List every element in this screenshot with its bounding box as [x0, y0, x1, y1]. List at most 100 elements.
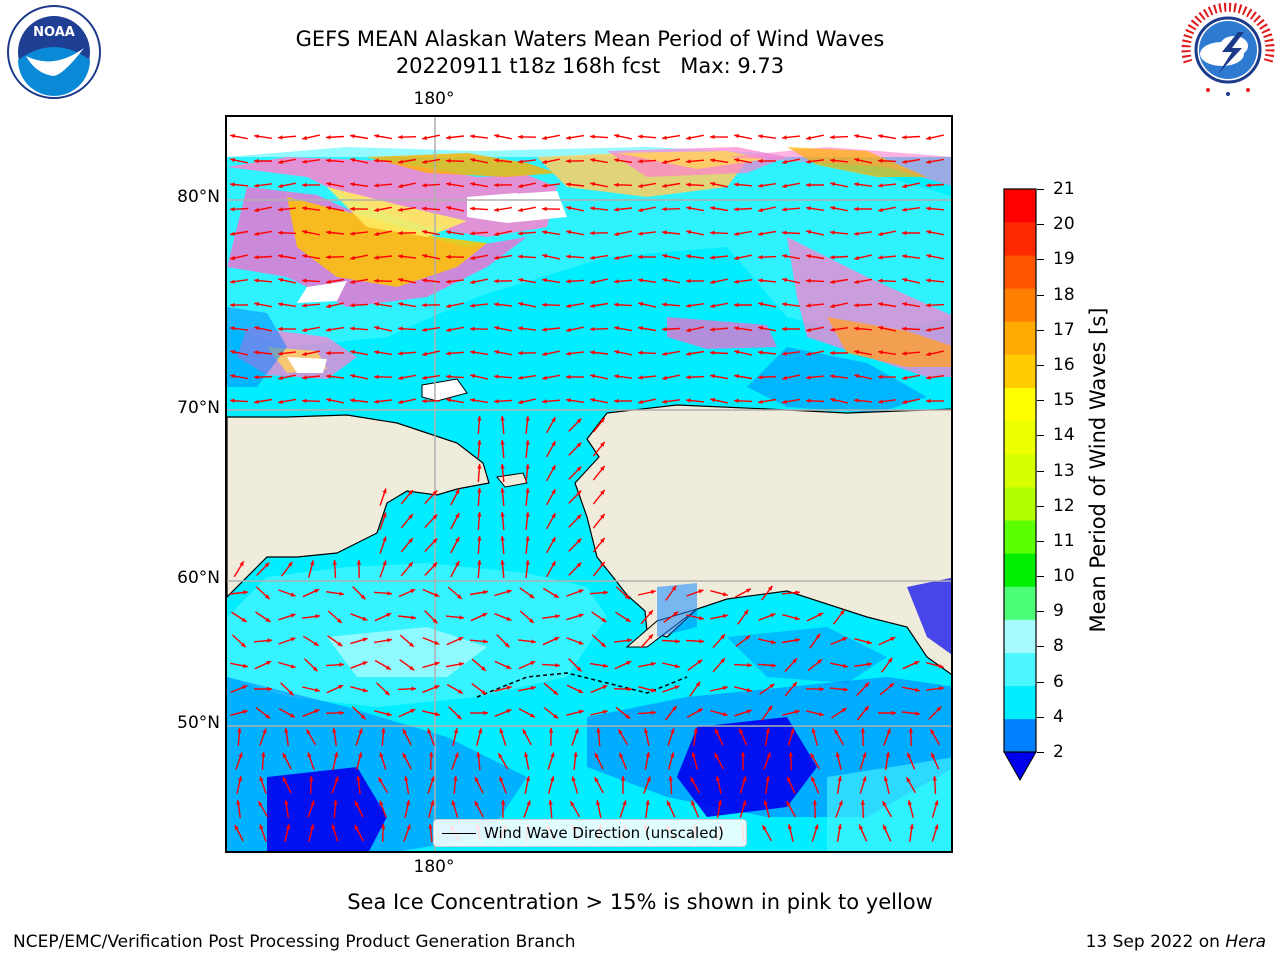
- wind-wave-arrowhead: [603, 590, 608, 595]
- wind-wave-arrowhead: [374, 207, 379, 212]
- wind-wave-arrowhead: [422, 398, 427, 404]
- wind-wave-arrowhead: [475, 776, 479, 782]
- wind-wave-arrowhead: [382, 512, 387, 518]
- wind-wave-arrowhead: [883, 776, 889, 782]
- wind-wave-arrowhead: [723, 614, 728, 619]
- wind-wave-arrowhead: [254, 134, 259, 139]
- wind-wave-arrowhead: [470, 279, 475, 284]
- wind-wave-arrowhead: [350, 255, 355, 260]
- wind-wave-arrowhead: [926, 135, 931, 141]
- colorbar-segment: [1004, 420, 1036, 455]
- wind-wave-arrowhead: [265, 617, 271, 622]
- wind-wave-arrowhead: [782, 207, 787, 212]
- wind-wave-arrowhead: [302, 327, 307, 332]
- wind-wave-arrowhead: [470, 303, 475, 308]
- colorbar-tick-label: 14: [1053, 425, 1075, 446]
- wind-wave-arrowhead: [551, 489, 556, 495]
- wind-wave-arrowhead: [350, 374, 355, 379]
- wind-wave-arrowhead: [915, 687, 920, 692]
- wind-wave-arrowhead: [806, 303, 811, 308]
- wind-wave-arrowhead: [620, 776, 626, 781]
- wind-wave-arrowhead: [385, 665, 391, 670]
- wind-wave-arrowhead: [455, 513, 460, 518]
- wind-wave-arrowhead: [667, 800, 672, 806]
- wind-wave-arrowhead: [434, 592, 440, 597]
- wind-wave-arrowhead: [339, 591, 344, 596]
- wind-wave-arrowhead: [686, 159, 691, 164]
- wind-wave-arrowhead: [326, 182, 331, 187]
- wind-wave-arrowhead: [722, 592, 728, 597]
- wind-wave-arrowhead: [326, 135, 331, 140]
- wind-wave-arrowhead: [506, 616, 512, 621]
- wind-wave-arrowhead: [446, 279, 451, 284]
- wind-wave-arrowhead: [674, 663, 680, 669]
- wind-wave-arrowhead: [600, 489, 605, 495]
- wind-wave-arrowhead: [830, 230, 835, 235]
- wind-wave-arrowhead: [590, 206, 595, 211]
- wind-wave-arrowhead: [264, 594, 270, 600]
- wind-wave-arrowhead: [638, 231, 643, 236]
- wind-wave-arrowhead: [792, 682, 797, 687]
- wind-wave-arrowhead: [902, 254, 907, 259]
- wind-wave-arrowhead: [278, 183, 283, 188]
- footer-date: 13 Sep 2022 on Hera: [1086, 932, 1266, 952]
- lat-label-80n: 80°N: [177, 187, 220, 207]
- wind-wave-arrowhead: [434, 640, 440, 645]
- wind-wave-arrowhead: [454, 752, 459, 758]
- wind-wave-arrowhead: [734, 231, 739, 236]
- wind-wave-arrowhead: [782, 254, 787, 259]
- wind-wave-arrowhead: [854, 182, 859, 187]
- wind-wave-arrowhead: [734, 182, 739, 187]
- wind-wave-arrowhead: [555, 614, 560, 619]
- wind-wave-arrowhead: [360, 594, 366, 600]
- wind-wave-arrowhead: [782, 351, 787, 356]
- wind-wave-arrowhead: [500, 512, 505, 517]
- wind-wave-arrowhead: [254, 326, 259, 331]
- wind-wave-arrowhead: [406, 824, 411, 830]
- wind-wave-arrowhead: [350, 182, 355, 187]
- wind-wave-arrowhead: [337, 641, 343, 647]
- wind-wave-arrowhead: [668, 776, 673, 781]
- wind-wave-arrowhead: [518, 302, 523, 307]
- wind-wave-arrowhead: [590, 398, 595, 403]
- nws-logo-icon: [1181, 2, 1275, 96]
- wind-wave-arrowhead: [662, 159, 668, 165]
- wind-wave-arrowhead: [432, 562, 438, 568]
- wind-wave-arrowhead: [638, 183, 643, 188]
- wind-wave-arrowhead: [350, 134, 355, 139]
- wind-wave-arrowhead: [690, 777, 695, 783]
- wind-wave-arrowhead: [566, 230, 571, 235]
- footer-branch: NCEP/EMC/Verification Post Processing Pr…: [13, 932, 576, 952]
- wind-wave-arrowhead: [542, 351, 547, 356]
- wind-wave-arrowhead: [494, 158, 499, 163]
- wind-wave-arrowhead: [830, 158, 835, 163]
- colorbar-tick-mark: [1037, 470, 1044, 472]
- wind-wave-arrowhead: [939, 686, 944, 691]
- wind-wave-arrowhead: [408, 514, 413, 519]
- wind-wave-arrowhead: [576, 538, 582, 544]
- wind-wave-arrowhead: [792, 658, 798, 664]
- wind-wave-arrowhead: [746, 687, 752, 693]
- wind-wave-arrowhead: [902, 159, 907, 164]
- wind-wave-arrowhead: [854, 157, 859, 163]
- sea-ice-note: Sea Ice Concentration > 15% is shown in …: [347, 890, 933, 914]
- wind-wave-arrowhead: [926, 303, 931, 308]
- wind-wave-arrowhead: [734, 255, 739, 261]
- wind-wave-arrowhead: [710, 230, 715, 235]
- wind-wave-arrowhead: [494, 374, 499, 379]
- wind-wave-arrowhead: [240, 642, 246, 648]
- wind-wave-arrowhead: [284, 728, 289, 733]
- wind-wave-arrowhead: [745, 635, 751, 640]
- colorbar-tick-mark: [1037, 329, 1044, 331]
- wind-wave-arrowhead: [446, 158, 451, 163]
- wind-wave-arrowhead: [644, 728, 649, 733]
- wind-wave-arrowhead: [288, 561, 293, 567]
- wind-wave-arrowhead: [576, 418, 582, 424]
- wind-wave-arrowhead: [542, 183, 547, 188]
- colorbar-segment: [1004, 652, 1036, 687]
- wind-wave-arrowhead: [590, 279, 596, 285]
- map-legend: Wind Wave Direction (unscaled): [433, 819, 747, 847]
- colorbar-tick-mark: [1037, 364, 1044, 366]
- wind-wave-arrowhead: [494, 231, 500, 237]
- wind-wave-arrowhead: [671, 585, 677, 591]
